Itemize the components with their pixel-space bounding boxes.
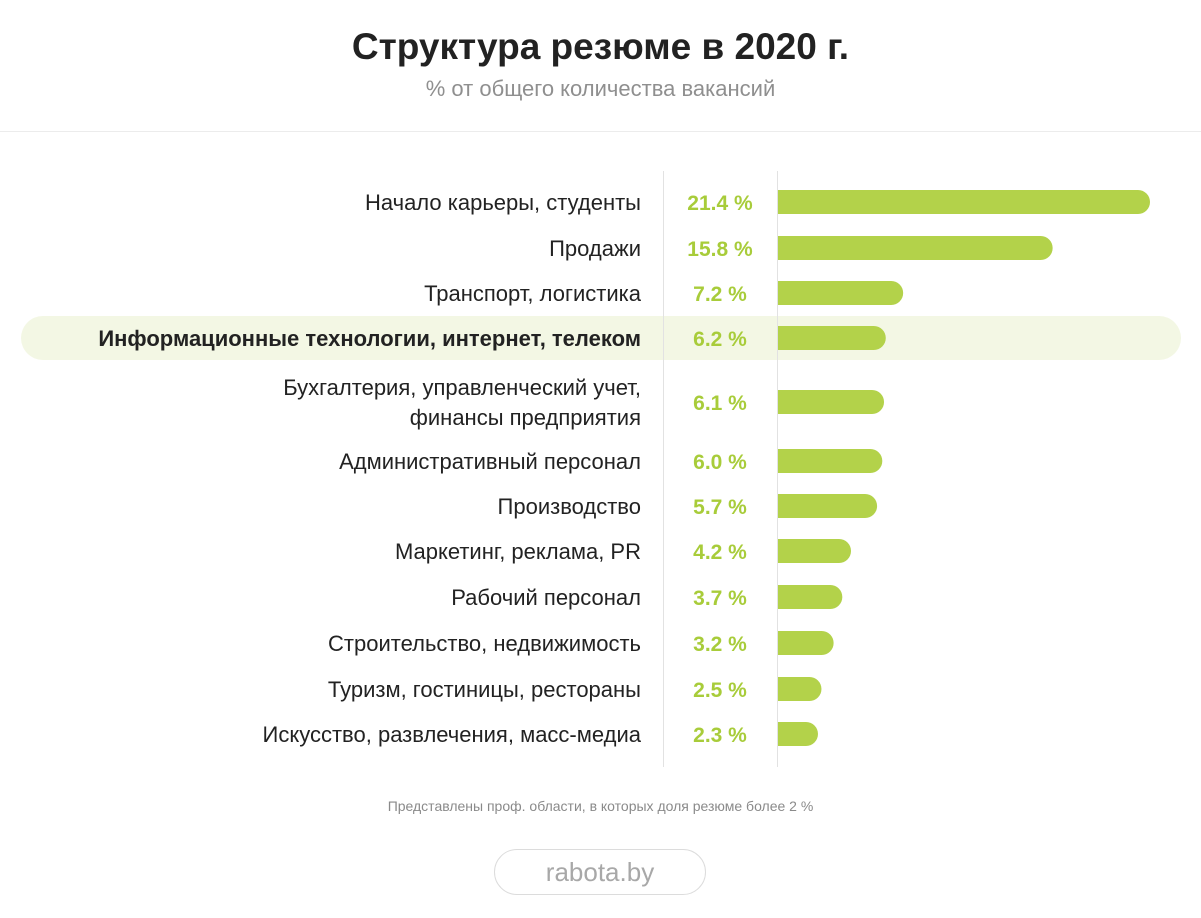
value-label: 7.2 % [693,283,747,306]
category-label-line: Искусство, развлечения, масс-медиа [263,722,642,747]
bar [778,631,834,655]
category-label: Бухгалтерия, управленческий учет, финансы… [283,375,641,430]
category-label: Маркетинг, реклама, PR [395,539,641,564]
category-label-line: Бухгалтерия, управленческий учет, [283,375,641,400]
bar [778,677,822,701]
category-label-line: финансы предприятия [410,405,641,430]
bar [778,449,883,473]
value-label: 21.4 % [687,192,753,215]
value-label: 2.3 % [693,724,747,747]
value-label: 15.8 % [687,238,753,261]
value-label: 6.1 % [693,392,747,415]
bar [778,326,886,350]
category-label: Начало карьеры, студенты [365,190,641,215]
category-label-line: Туризм, гостиницы, рестораны [328,677,641,702]
category-label: Продажи [549,236,641,261]
bar [778,281,904,305]
category-label: Рабочий персонал [451,585,641,610]
bar [778,494,878,518]
category-label: Производство [498,494,641,519]
category-label-line: Транспорт, логистика [424,281,642,306]
bar [778,236,1053,260]
bar [778,190,1150,214]
category-label: Информационные технологии, интернет, тел… [98,326,641,351]
value-label: 3.2 % [693,633,747,656]
footnote: Представлены проф. области, в которых до… [387,798,814,814]
chart-title: Структура резюме в 2020 г. [351,26,850,67]
category-label-line: Строительство, недвижимость [328,631,641,656]
category-label: Туризм, гостиницы, рестораны [328,677,641,702]
category-label: Искусство, развлечения, масс-медиа [263,722,642,747]
header-divider [0,131,1201,132]
category-label-line: Информационные технологии, интернет, тел… [98,326,641,351]
category-label-line: Начало карьеры, студенты [365,190,641,215]
bar [778,390,885,414]
value-label: 6.0 % [693,451,747,474]
category-label-line: Продажи [549,236,641,261]
value-label: 6.2 % [693,328,747,351]
category-label: Административный персонал [339,449,641,474]
chart-subtitle: % от общего количества вакансий [425,76,776,101]
category-label: Транспорт, логистика [424,281,642,306]
category-label-line: Производство [498,494,641,519]
brand-badge[interactable]: rabota.by [494,849,706,895]
value-label: 3.7 % [693,587,747,610]
value-label: 2.5 % [693,679,747,702]
category-label-line: Маркетинг, реклама, PR [395,539,641,564]
value-label: 4.2 % [693,541,747,564]
bar [778,585,843,609]
value-label: 5.7 % [693,496,747,519]
category-label-line: Рабочий персонал [451,585,641,610]
bar [778,722,818,746]
highlight-band [21,316,1181,360]
bar [778,539,852,563]
category-label: Строительство, недвижимость [328,631,641,656]
category-label-line: Административный персонал [339,449,641,474]
